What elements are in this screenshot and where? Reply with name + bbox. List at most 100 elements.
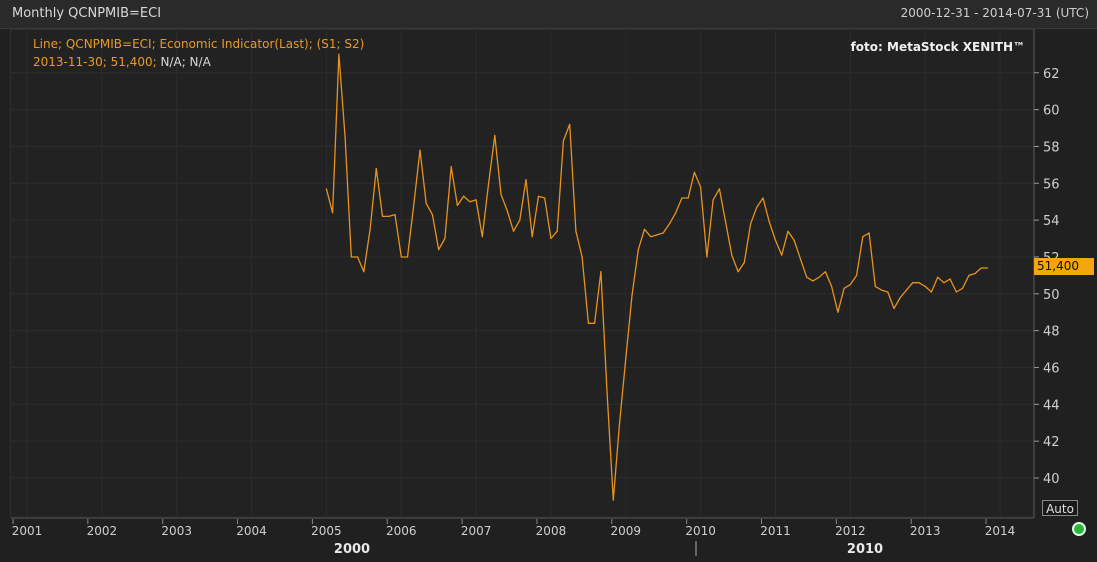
data-point (912, 282, 914, 284)
data-point (456, 204, 458, 206)
x-tick-label: 2013 (910, 524, 941, 538)
data-point (849, 284, 851, 286)
data-point (544, 197, 546, 199)
connection-status-icon (1072, 522, 1086, 536)
data-point (987, 267, 989, 269)
y-tick-label: 48 (1043, 325, 1060, 340)
x-tick-label: 2001 (12, 524, 43, 538)
data-point (357, 256, 359, 258)
legend-na: N/A; N/A (160, 55, 211, 69)
data-point (375, 167, 377, 170)
data-point (837, 311, 839, 313)
data-point (606, 392, 608, 394)
credit-label: foto: MetaStock XENITH™ (850, 40, 1025, 54)
data-point (338, 53, 340, 55)
data-point (488, 182, 490, 184)
data-point (706, 256, 708, 258)
data-point (500, 193, 502, 195)
data-point (862, 236, 864, 238)
data-point (612, 499, 614, 501)
data-point (431, 214, 433, 216)
data-point (388, 215, 390, 217)
x-tick-label: 2005 (311, 524, 342, 538)
data-point (363, 271, 365, 273)
data-point (712, 199, 714, 201)
data-point (525, 179, 527, 181)
data-point (425, 202, 427, 205)
data-point (955, 291, 958, 293)
data-point (675, 212, 677, 214)
data-point (419, 149, 421, 151)
data-point (369, 228, 371, 230)
chart-title: Monthly QCNPMIB=ECI (12, 6, 162, 21)
data-point (469, 201, 471, 203)
y-tick-label: 58 (1043, 140, 1060, 155)
title-bar: Monthly QCNPMIB=ECI 2000-12-31 - 2014-07… (0, 0, 1097, 29)
data-point (924, 285, 926, 287)
x-decade-label: 2010 (847, 542, 883, 557)
data-point (450, 166, 452, 168)
x-tick-label: 2004 (236, 524, 267, 538)
data-point (400, 256, 402, 258)
plot-area[interactable] (10, 29, 1034, 518)
data-point (750, 223, 752, 225)
data-point (463, 195, 465, 197)
x-tick-label: 2009 (611, 524, 642, 538)
x-tick-label: 2003 (161, 524, 192, 538)
data-point (413, 204, 415, 206)
data-point (856, 274, 858, 276)
data-point (874, 285, 876, 287)
data-point (787, 230, 789, 232)
data-point (880, 289, 883, 291)
data-point (381, 215, 384, 217)
data-point (512, 230, 515, 232)
data-point (506, 210, 508, 212)
data-point (650, 236, 652, 238)
data-point (350, 256, 352, 258)
data-point (756, 206, 758, 208)
data-point (587, 322, 590, 324)
data-point (731, 254, 733, 256)
x-tick-label: 2002 (87, 524, 118, 538)
data-point (725, 221, 727, 223)
y-tick-label: 40 (1043, 472, 1060, 487)
data-point (831, 285, 833, 287)
data-point (743, 261, 745, 264)
data-point (394, 214, 396, 216)
data-point (556, 230, 558, 232)
y-tick-label: 50 (1043, 288, 1060, 303)
y-tick-label: 46 (1043, 361, 1060, 376)
data-point (668, 223, 671, 225)
data-point (631, 295, 633, 297)
data-point (980, 267, 982, 269)
data-point (481, 236, 483, 238)
data-point (575, 230, 577, 232)
legend-value: 2013-11-30; 51,400; (33, 55, 157, 69)
auto-scale-button[interactable]: Auto (1042, 500, 1078, 516)
data-point (824, 271, 827, 273)
x-tick-label: 2014 (985, 524, 1016, 538)
data-point (693, 171, 696, 173)
y-tick-label: 42 (1043, 435, 1060, 450)
data-point (406, 256, 409, 258)
data-point (600, 271, 602, 273)
data-point (887, 291, 889, 293)
data-point (637, 249, 639, 251)
data-point (581, 256, 583, 258)
data-point (868, 232, 870, 234)
x-tick-label: 2011 (760, 524, 791, 538)
y-tick-label: 56 (1043, 177, 1060, 192)
data-point (656, 234, 658, 236)
data-point (806, 276, 808, 278)
data-point (444, 237, 446, 240)
data-point (762, 197, 764, 199)
x-tick-label: 2008 (536, 524, 567, 538)
y-tick-label: 54 (1043, 214, 1060, 229)
data-point (643, 228, 646, 230)
data-point (687, 197, 689, 199)
data-point (968, 274, 970, 276)
series-line (325, 53, 988, 501)
data-point (937, 276, 939, 278)
data-point (562, 140, 565, 142)
date-range: 2000-12-31 - 2014-07-31 (UTC) (900, 6, 1089, 20)
